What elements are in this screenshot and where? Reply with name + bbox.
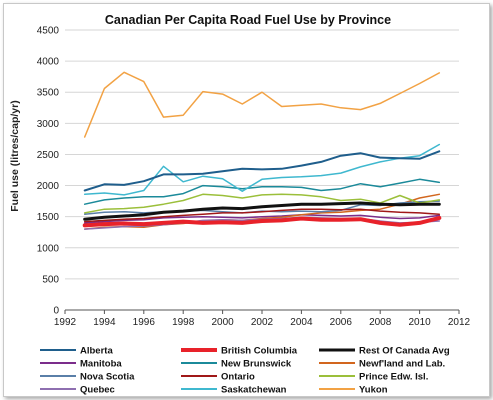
y-tick-label: 3000	[37, 119, 60, 130]
y-tick-label: 2500	[37, 150, 60, 161]
line-chart: Canadian Per Capita Road Fuel Use by Pro…	[9, 13, 471, 396]
x-tick-label: 2008	[369, 317, 392, 328]
series-line-alberta	[83, 150, 441, 192]
legend-label-yukon: Yukon	[359, 385, 388, 396]
y-tick-label: 0	[53, 306, 59, 317]
y-tick-label: 3500	[37, 88, 60, 99]
y-tick-label: 500	[42, 274, 59, 285]
y-tick-label: 4000	[37, 57, 60, 68]
legend-label-saskatchewan: Saskatchewan	[221, 385, 287, 396]
y-tick-label: 1500	[37, 212, 60, 223]
gridlines	[65, 29, 459, 280]
legend: Alberta British Columbia Rest Of Canada Av…	[40, 346, 450, 396]
x-tick-label: 1996	[133, 317, 156, 328]
x-tick-label: 1992	[54, 317, 77, 328]
legend-label-quebec: Quebec	[80, 385, 115, 396]
chart-title: Canadian Per Capita Road Fuel Use by Pro…	[105, 13, 391, 27]
y-axis-ticks: 0 500 1000 1500 2000 2500 3000 3500 4000 4500	[37, 26, 60, 317]
legend-label-new-brunswick: New Brunswick	[221, 359, 292, 370]
x-tick-label: 2012	[448, 317, 471, 328]
legend-label-newf-land-and-lab: Newf'land and Lab.	[359, 359, 445, 370]
y-axis-label: Fuel use (litres/cap/yr)	[9, 100, 21, 211]
legend-label-alberta: Alberta	[80, 346, 113, 357]
series-line-yukon	[83, 71, 441, 138]
legend-label-prince-edw-isl: Prince Edw. Isl.	[359, 372, 428, 383]
legend-label-ontario: Ontario	[221, 372, 255, 383]
legend-label-rest-of-canada-avg: Rest Of Canada Avg	[359, 346, 450, 357]
chart-frame: Canadian Per Capita Road Fuel Use by Pro…	[3, 3, 490, 397]
series-line-british-columbia	[82, 215, 442, 228]
series-line-new-brunswick	[83, 178, 441, 205]
x-tick-label: 1998	[172, 317, 195, 328]
y-tick-label: 1000	[37, 243, 60, 254]
x-tick-label: 2002	[251, 317, 274, 328]
legend-label-british-columbia: British Columbia	[221, 346, 298, 357]
y-tick-label: 2000	[37, 181, 60, 192]
legend-label-nova-scotia: Nova Scotia	[80, 372, 135, 383]
x-axis-ticks: 1992 1994 1996 1998 2000 2002 2004 2006 2008 2010…	[54, 310, 471, 328]
y-tick-label: 4500	[37, 26, 60, 37]
series-lines	[82, 71, 442, 230]
series-line-saskatchewan	[83, 143, 441, 196]
series-line-ontario	[83, 208, 441, 223]
legend-label-manitoba: Manitoba	[80, 359, 122, 370]
x-tick-label: 2006	[330, 317, 353, 328]
x-tick-label: 2004	[290, 317, 313, 328]
x-tick-label: 2000	[211, 317, 234, 328]
series-line-manitoba	[83, 214, 441, 224]
series-line-rest-of-canada-avg	[83, 201, 441, 221]
x-tick-label: 1994	[93, 317, 116, 328]
x-tick-label: 2010	[408, 317, 431, 328]
